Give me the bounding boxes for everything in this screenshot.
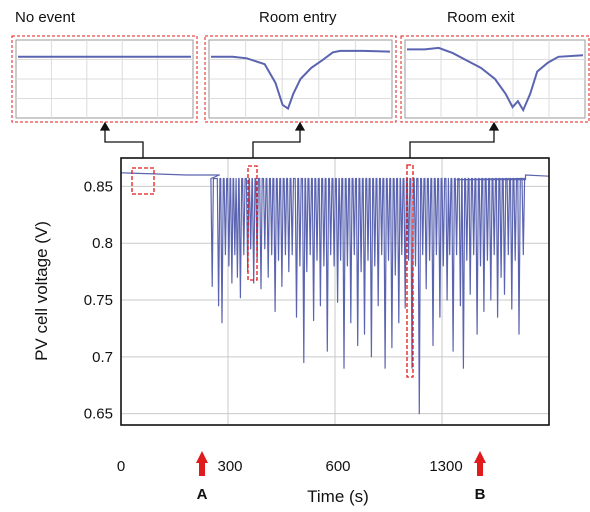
inset-curve — [407, 46, 584, 113]
y-tick-label: 0.65 — [84, 406, 113, 423]
series-line — [120, 172, 550, 415]
inset-no-event: No event — [11, 9, 198, 123]
callout-connectors — [99, 121, 500, 168]
marker-label-a: A — [197, 486, 208, 503]
inset-room-entry: Room entry — [204, 9, 397, 123]
connector-no-event — [104, 124, 144, 168]
y-axis-label: PV cell voltage (V) — [32, 221, 51, 361]
inset-frame — [11, 35, 198, 123]
x-tick-label: 1300 — [429, 458, 462, 475]
y-tick-label: 0.85 — [84, 178, 113, 195]
marker-b: B — [474, 451, 486, 503]
connector-room-exit — [409, 124, 495, 165]
y-tick-label: 0.8 — [92, 235, 113, 252]
plot-frame — [120, 157, 550, 426]
arrowhead — [294, 121, 306, 131]
x-axis-label: Time (s) — [307, 487, 369, 506]
x-tick-label: 300 — [217, 458, 242, 475]
marker-a: A — [196, 451, 208, 503]
inset-grid — [16, 40, 193, 118]
main-chart: 0.85 0.8 0.75 0.7 0.65 0 300 600 1300 PV cell v… — [32, 157, 550, 506]
inset-title-room-exit: Room exit — [447, 9, 515, 26]
inset-title-room-entry: Room entry — [259, 9, 337, 26]
highlight-room-entry — [247, 165, 258, 281]
inset-title-no-event: No event — [15, 9, 76, 26]
y-axis-ticks: 0.85 0.8 0.75 0.7 0.65 — [84, 178, 113, 422]
inset-frame — [204, 35, 397, 123]
inset-room-exit: Room exit — [400, 9, 590, 123]
highlight-room-exit — [406, 164, 414, 378]
x-axis-ticks: 0 300 600 1300 — [117, 458, 463, 475]
connector-room-entry — [252, 124, 301, 166]
marker-label-b: B — [475, 486, 486, 503]
arrowhead — [488, 121, 500, 131]
inset-frame — [400, 35, 590, 123]
marker-arrow-b — [474, 451, 486, 476]
x-tick-label: 0 — [117, 458, 125, 475]
arrowhead — [99, 121, 111, 131]
x-tick-label: 600 — [325, 458, 350, 475]
y-tick-label: 0.7 — [92, 349, 113, 366]
y-tick-label: 0.75 — [84, 292, 113, 309]
inset-curve — [211, 49, 391, 111]
marker-arrow-a — [196, 451, 208, 476]
